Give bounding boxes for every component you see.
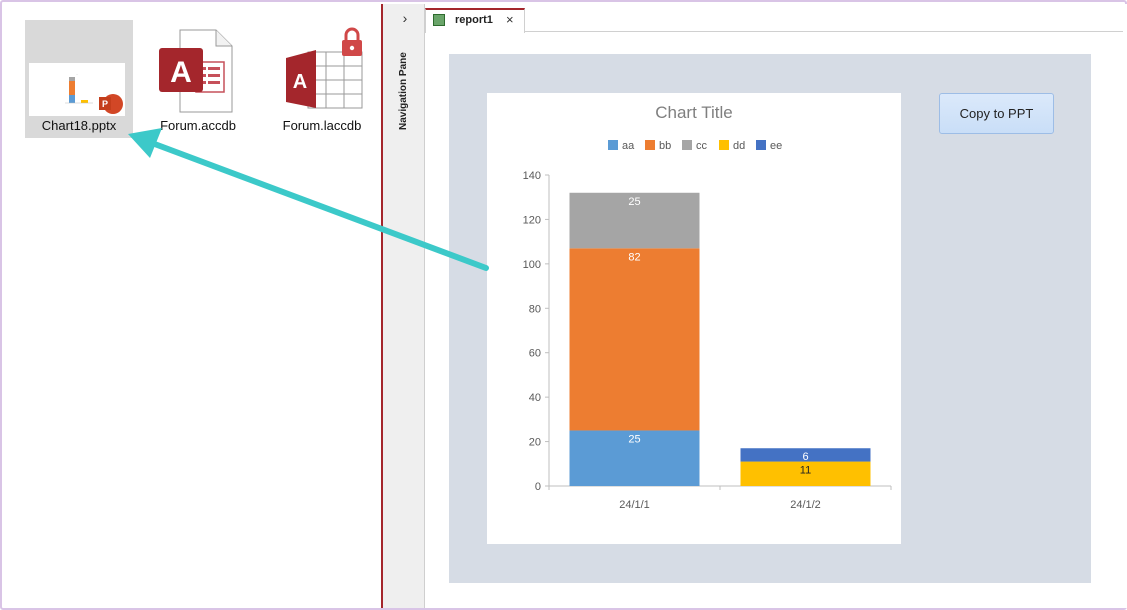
bar-aa-0 xyxy=(569,430,700,486)
access-database-icon: A xyxy=(159,29,233,113)
x-tick-label: 24/1/2 xyxy=(790,499,821,511)
y-tick-label: 100 xyxy=(523,259,541,271)
document-area: report1 × Chart Title aa bb cc dd ee 0 20 40 60 80… xyxy=(425,4,1127,608)
svg-text:P: P xyxy=(102,99,108,109)
y-tick-label: 20 xyxy=(529,437,541,449)
bar-bb-0 xyxy=(569,248,700,431)
y-tick-label: 60 xyxy=(529,348,541,360)
stacked-bar-chart: Chart Title aa bb cc dd ee 0 20 40 60 80 100 120 140 2… xyxy=(523,103,892,511)
data-label-aa-0: 25 xyxy=(628,433,640,445)
svg-text:A: A xyxy=(293,71,307,93)
y-tick-label: 40 xyxy=(529,392,541,404)
file-forum-accdb[interactable]: A Forum.accdb xyxy=(144,20,252,138)
legend-label-cc: cc xyxy=(696,140,708,152)
file-name: Forum.accdb xyxy=(160,118,236,133)
chart-title: Chart Title xyxy=(655,103,732,122)
locked-access-database-icon: A xyxy=(286,27,363,109)
close-icon[interactable]: × xyxy=(506,12,514,27)
y-tick-label: 80 xyxy=(529,303,541,315)
data-label-cc-0: 25 xyxy=(628,196,640,208)
x-tick-label: 24/1/1 xyxy=(619,499,650,511)
bar-dd-1 xyxy=(740,461,871,486)
y-tick-label: 0 xyxy=(535,481,541,493)
legend-label-ee: ee xyxy=(770,140,782,152)
document-tab-bar: report1 × xyxy=(425,8,1123,33)
navigation-pane[interactable]: › Navigation Pane xyxy=(381,4,425,608)
report-canvas: Chart Title aa bb cc dd ee 0 20 40 60 80 100 120 140 2… xyxy=(449,54,1091,583)
svg-text:A: A xyxy=(170,56,192,89)
legend-label-bb: bb xyxy=(659,140,671,152)
y-tick-label: 140 xyxy=(523,170,541,182)
data-label-ee-1: 6 xyxy=(802,451,808,463)
pptx-thumbnail-icon: ... P xyxy=(29,63,125,116)
report-icon xyxy=(433,14,445,26)
legend-label-dd: dd xyxy=(733,140,745,152)
legend-swatch-cc xyxy=(682,140,692,150)
tab-label: report1 xyxy=(455,14,493,26)
chevron-right-icon[interactable]: › xyxy=(402,10,408,26)
tab-report1[interactable]: report1 × xyxy=(425,8,525,33)
svg-text:...: ... xyxy=(76,72,79,76)
file-name: Forum.laccdb xyxy=(282,118,362,133)
file-name: Chart18.pptx xyxy=(41,118,117,133)
legend-swatch-ee xyxy=(756,140,766,150)
y-tick-label: 120 xyxy=(523,214,541,226)
legend-swatch-bb xyxy=(645,140,655,150)
navigation-pane-label: Navigation Pane xyxy=(398,52,409,130)
bar-cc-0 xyxy=(569,192,700,249)
file-explorer-pane: ... P Chart18.pptx xyxy=(4,4,381,608)
bar-ee-1 xyxy=(740,448,871,462)
data-label-bb-0: 82 xyxy=(628,251,640,263)
legend-label-aa: aa xyxy=(622,140,635,152)
data-label-dd-1: 11 xyxy=(800,465,811,477)
chart-container: Chart Title aa bb cc dd ee 0 20 40 60 80 100 120 140 2… xyxy=(487,93,901,544)
legend-swatch-aa xyxy=(608,140,618,150)
legend-swatch-dd xyxy=(719,140,729,150)
file-chart18-pptx[interactable]: ... P Chart18.pptx xyxy=(25,20,133,138)
file-forum-laccdb[interactable]: A Forum.laccdb xyxy=(268,20,376,138)
copy-to-ppt-button[interactable]: Copy to PPT xyxy=(939,93,1054,134)
